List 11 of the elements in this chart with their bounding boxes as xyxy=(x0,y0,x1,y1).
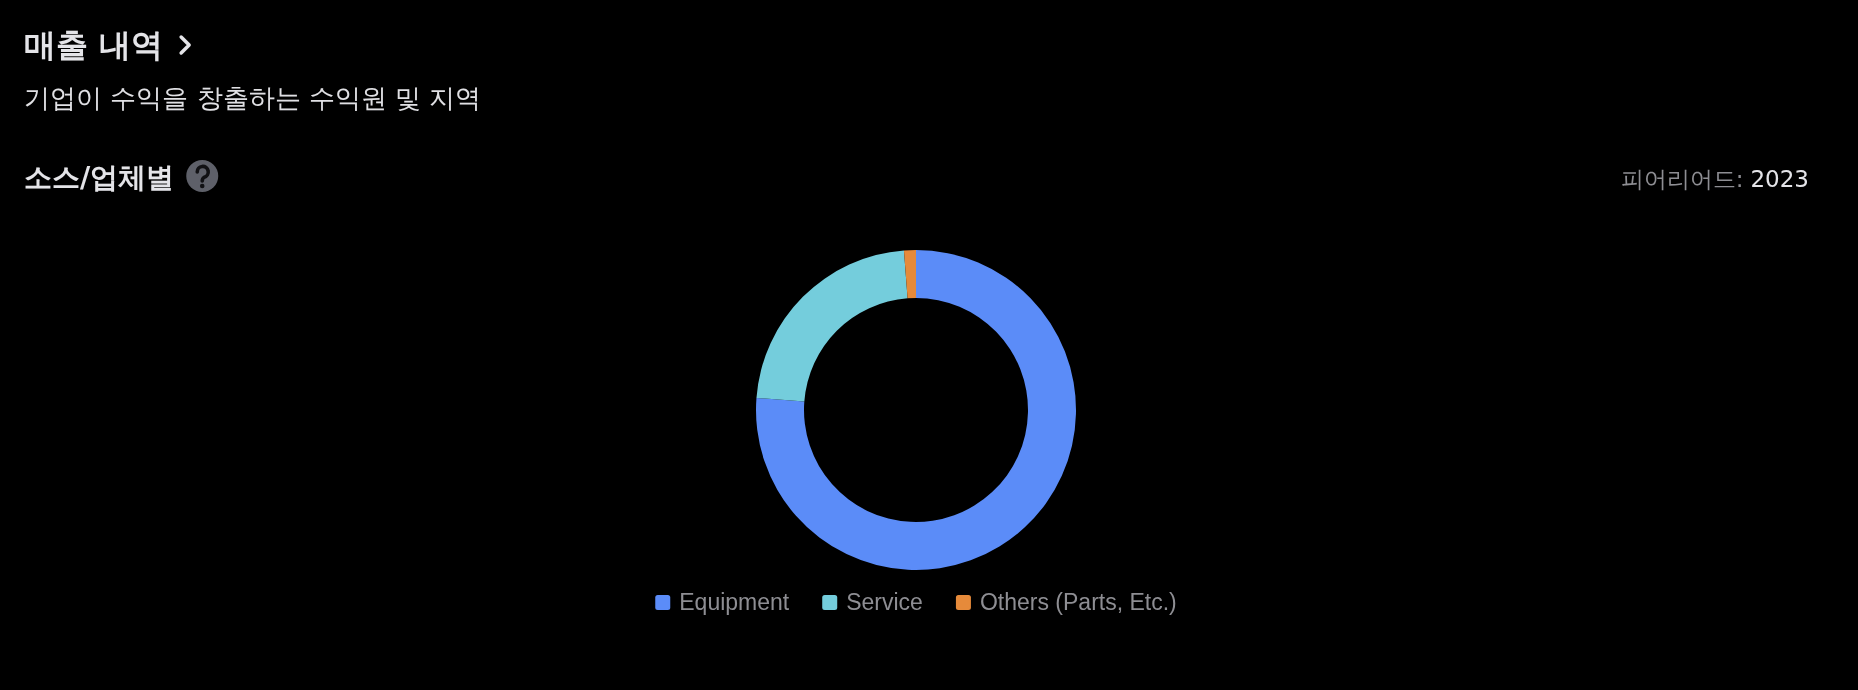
text: 매출 내역 xyxy=(24,26,164,64)
legend-label: Others (Parts, Etc.) xyxy=(979,589,1177,615)
donut-slice xyxy=(903,250,916,299)
donut-slice xyxy=(756,250,1076,570)
legend-label: Service xyxy=(846,589,923,615)
donut-slice xyxy=(756,250,908,402)
text: 소스/업체별 xyxy=(24,161,175,194)
text: 피어리어드: xyxy=(1620,166,1744,192)
text: 2023 xyxy=(1750,166,1809,192)
text: 기업이 수익을 창출하는 수익원 및 지역 xyxy=(24,83,482,113)
legend-label: Equipment xyxy=(679,589,790,615)
